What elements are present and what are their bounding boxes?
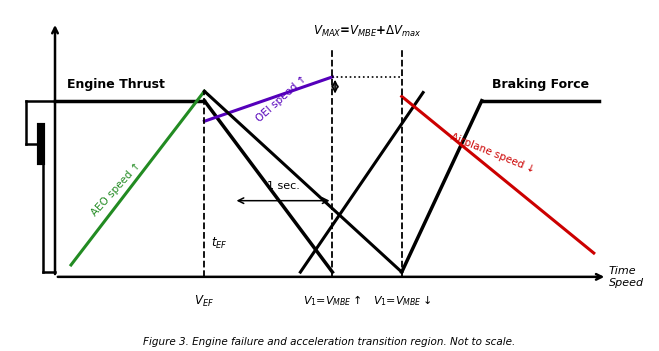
Text: Braking Force: Braking Force <box>492 78 589 91</box>
Text: $t_{EF}$: $t_{EF}$ <box>211 236 227 251</box>
Text: $V_{MAX}$=$V_{MBE}$+$\Delta V_{max}$: $V_{MAX}$=$V_{MBE}$+$\Delta V_{max}$ <box>312 24 422 39</box>
Text: 1 sec.: 1 sec. <box>267 181 299 191</box>
Text: Time
Speed: Time Speed <box>609 266 644 288</box>
Text: Airplane speed ↓: Airplane speed ↓ <box>449 132 536 174</box>
Text: $V_{EF}$: $V_{EF}$ <box>194 293 214 309</box>
Text: AEO speed ↑: AEO speed ↑ <box>90 160 143 218</box>
Text: Figure 3. Engine failure and acceleration transition region. Not to scale.: Figure 3. Engine failure and acceleratio… <box>144 338 515 347</box>
Text: $V_1$=$V_{MBE}$$\downarrow$: $V_1$=$V_{MBE}$$\downarrow$ <box>372 293 431 308</box>
Text: $V_1$=$V_{MBE}$$\uparrow$: $V_1$=$V_{MBE}$$\uparrow$ <box>303 293 362 308</box>
Text: Engine Thrust: Engine Thrust <box>67 78 165 91</box>
Text: OEI speed ↑: OEI speed ↑ <box>254 73 309 124</box>
